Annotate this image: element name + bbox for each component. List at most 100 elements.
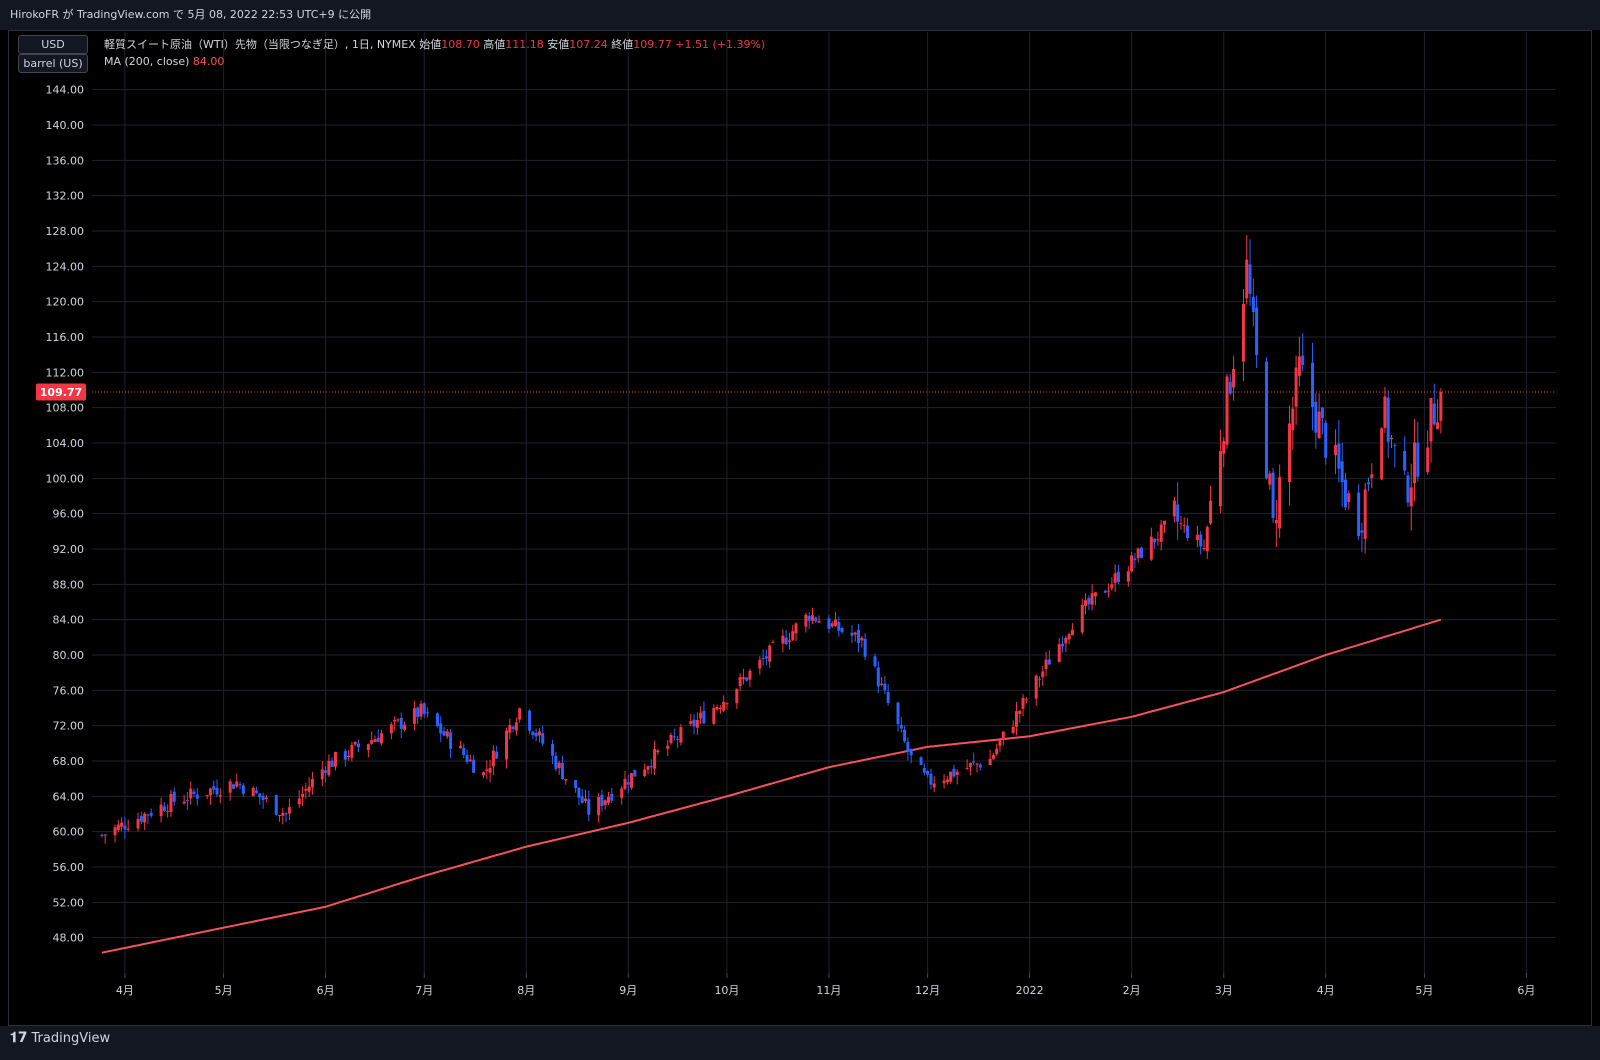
- candle-body: [1107, 590, 1111, 592]
- x-tick-label: 4月: [116, 984, 134, 997]
- y-tick-label: 124.00: [46, 260, 85, 273]
- candle-body: [1264, 361, 1268, 479]
- candle-body: [623, 778, 627, 790]
- candle-body: [607, 796, 611, 803]
- candle-body: [491, 750, 495, 767]
- candle-body: [1218, 451, 1222, 507]
- candle-body: [1084, 600, 1088, 606]
- candle-body: [745, 677, 749, 681]
- candle-body: [534, 732, 538, 737]
- candle-body: [442, 731, 446, 736]
- candle-body: [264, 797, 268, 800]
- candle-body: [919, 757, 923, 765]
- candle-body: [1011, 726, 1015, 734]
- candle-body: [195, 794, 199, 799]
- candle-body: [218, 795, 222, 797]
- candle-body: [416, 707, 420, 718]
- candle-body: [853, 632, 857, 635]
- candle-body: [1080, 604, 1084, 633]
- candle-body: [1159, 524, 1163, 542]
- candle-body: [1186, 525, 1190, 539]
- candle-body: [896, 702, 900, 725]
- ma-legend: MA (200, close) 84.00: [104, 55, 224, 68]
- candle-body: [1130, 555, 1134, 572]
- candle-body: [886, 692, 890, 703]
- candle-body: [350, 744, 354, 758]
- publisher-text: HirokoFR が TradingView.com で 5月 08, 2022…: [10, 8, 372, 21]
- candle-body: [1416, 442, 1420, 477]
- candle-body: [166, 810, 170, 812]
- candle-body: [807, 615, 811, 621]
- candle-body: [215, 787, 219, 795]
- candle-body: [1199, 534, 1203, 547]
- candle-body: [620, 788, 624, 798]
- y-tick-label: 120.00: [46, 296, 85, 309]
- y-tick-label: 144.00: [46, 84, 85, 97]
- high-label: 高値: [483, 38, 506, 51]
- candle-body: [857, 629, 861, 644]
- x-tick-label: 4月: [1317, 984, 1335, 997]
- candle-body: [1126, 571, 1130, 582]
- candle-body: [1064, 637, 1068, 644]
- candle-body: [932, 783, 936, 788]
- candle-body: [485, 769, 489, 772]
- tradingview-brand[interactable]: 𝟏𝟳 TradingView: [10, 1030, 110, 1046]
- y-tick-label: 128.00: [46, 225, 85, 238]
- candle-body: [715, 707, 719, 710]
- candle-body: [679, 727, 683, 743]
- candle-body: [514, 722, 518, 731]
- candle-body: [1037, 678, 1041, 680]
- candle-body: [758, 659, 762, 669]
- unit-selector[interactable]: barrel (US): [18, 54, 88, 73]
- symbol-title[interactable]: 軽質スイート原油（WTI）先物（当限つなぎ足）, 1日, NYMEX: [104, 38, 416, 51]
- candle-body: [702, 710, 706, 724]
- x-tick-label: 11月: [816, 984, 841, 997]
- last-price-tag: 109.77: [36, 383, 86, 401]
- candle-body: [876, 667, 880, 687]
- candle-body: [1139, 547, 1143, 558]
- candle-body: [393, 719, 397, 722]
- currency-selector[interactable]: USD: [18, 35, 88, 54]
- candle-body: [116, 824, 120, 830]
- candle-body: [1021, 697, 1025, 709]
- y-tick-label: 132.00: [46, 190, 85, 203]
- candle-body: [1087, 597, 1091, 605]
- candle-body: [630, 773, 634, 788]
- candle-body: [251, 787, 255, 797]
- candle-body: [508, 725, 512, 733]
- candle-body: [557, 762, 561, 768]
- candle-body: [343, 751, 347, 760]
- candle-body: [287, 807, 291, 814]
- x-tick-label: 2月: [1123, 984, 1141, 997]
- candle-body: [333, 752, 337, 767]
- candle-body: [952, 768, 956, 777]
- candle-body: [827, 618, 831, 629]
- ma-label[interactable]: MA (200, close): [104, 55, 190, 68]
- candle-body: [906, 741, 910, 752]
- candle-body: [1232, 369, 1236, 388]
- y-tick-label: 112.00: [46, 366, 85, 379]
- ohlc-legend: 軽質スイート原油（WTI）先物（当限つなぎ足）, 1日, NYMEX 始値108…: [104, 36, 765, 52]
- candle-body: [1202, 548, 1206, 550]
- candle-body: [353, 742, 357, 745]
- candle-body: [212, 786, 216, 790]
- candle-body: [169, 793, 173, 813]
- brand-label: TradingView: [31, 1030, 111, 1046]
- candle-body: [356, 743, 360, 748]
- close-label: 終値: [611, 38, 634, 51]
- candle-body: [208, 788, 212, 796]
- candle-body: [419, 703, 423, 717]
- candle-body: [1182, 524, 1186, 526]
- candle-body: [699, 712, 703, 719]
- candle-body: [458, 745, 462, 749]
- y-tick-label: 60.00: [53, 826, 85, 839]
- candle-body: [301, 793, 305, 798]
- candle-body: [307, 786, 311, 792]
- y-tick-label: 88.00: [53, 578, 85, 591]
- candle-body: [376, 737, 380, 743]
- candle-body: [192, 791, 196, 794]
- candle-body: [412, 708, 416, 724]
- ma-value: 84.00: [192, 55, 225, 68]
- candle-body: [626, 782, 630, 785]
